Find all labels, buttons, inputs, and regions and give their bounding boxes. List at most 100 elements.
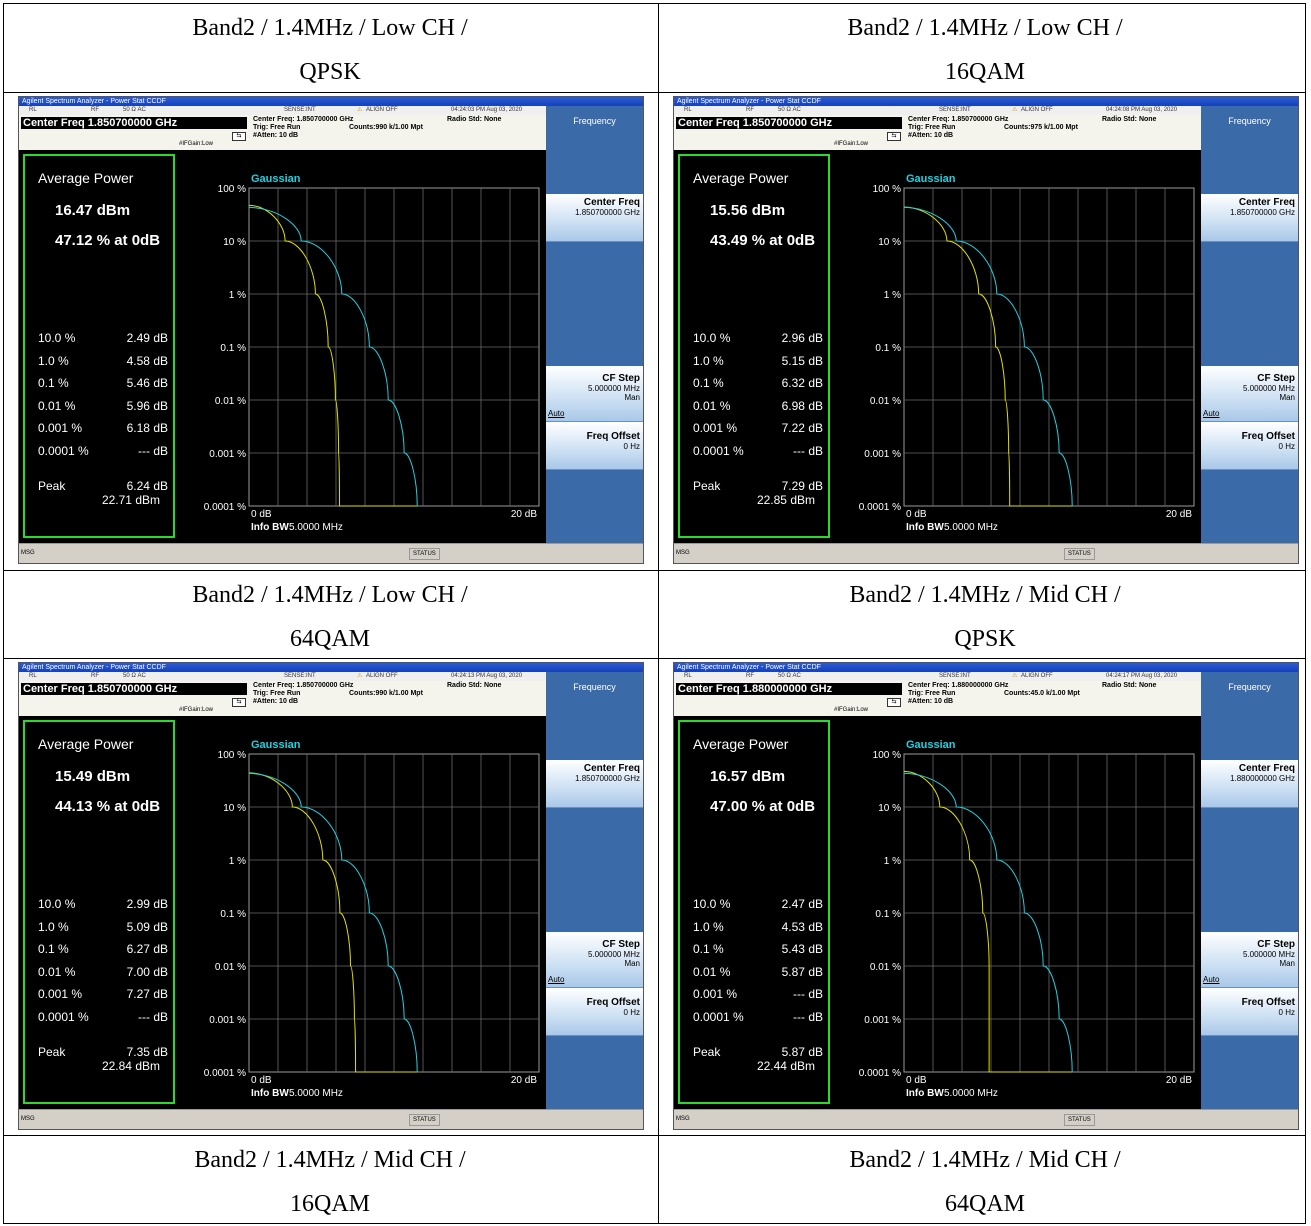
attenuation-info: #Atten: 10 dB — [908, 698, 954, 705]
warning-icon: ⚠ — [357, 107, 363, 113]
center-freq-softkey[interactable]: Center Freq 1.850700000 GHz — [546, 194, 643, 242]
softkey-menu-title: Frequency — [546, 672, 643, 760]
softkey-menu-label: Frequency — [573, 116, 616, 126]
caption-line-1: Band2 / 1.4MHz / Low CH / — [192, 582, 468, 608]
status-timestamp: 04:24:03 PM Aug 03, 2020 — [451, 107, 523, 113]
spectrum-analyzer-screen: Agilent Spectrum Analyzer - Power Stat C… — [673, 96, 1299, 564]
results-box: Average Power 16.57 dBm 47.00 % at 0dB 10.0… — [678, 720, 830, 1104]
peak-db: 5.87 dB — [781, 1045, 823, 1059]
softkey-value: 5.000000 MHz — [1242, 384, 1295, 393]
ccdf-display: Average Power 16.57 dBm 47.00 % at 0dB 10.0… — [674, 716, 1201, 1109]
stat-prob: 0.0001 % — [693, 443, 744, 458]
gaussian-legend: Gaussian — [251, 739, 301, 751]
ccdf-chart: 100 % 10 % 1 % 0.1 % 0.01 % 0.001 % 0.0001 % Ga… — [859, 173, 1195, 533]
table-divider — [4, 1135, 1305, 1136]
message-bar: MSG STATUS — [19, 1109, 643, 1129]
info-bw-value: 5.0000 MHz — [944, 1088, 998, 1099]
center-freq-info: Center Freq: 1.880000000 GHz — [908, 682, 1009, 689]
center-freq-display[interactable]: Center Freq 1.880000000 GHz — [676, 683, 902, 695]
swap-icon[interactable]: ⇆ — [887, 132, 901, 141]
stat-prob: 0.001 % — [38, 987, 83, 1001]
y-tick-label: 0.1 % — [220, 909, 246, 920]
stat-prob: 0.0001 % — [38, 1009, 89, 1024]
status-sense: SENSE:INT — [939, 673, 971, 679]
stat-value: 4.53 dB — [781, 919, 823, 934]
status-sense: SENSE:INT — [284, 107, 316, 113]
warning-icon: ⚠ — [1012, 107, 1018, 113]
gaussian-ccdf-curve — [903, 206, 1073, 507]
message-bar: MSG STATUS — [674, 543, 1298, 563]
softkey-value: 5.000000 MHz — [587, 384, 640, 393]
peak-db: 7.29 dB — [781, 479, 823, 493]
status-rf: RF — [746, 107, 754, 113]
info-bw-value: 5.0000 MHz — [944, 522, 998, 533]
status-sense: SENSE:INT — [939, 107, 971, 113]
x-start-label: 0 dB — [906, 1075, 927, 1086]
gaussian-legend: Gaussian — [906, 173, 956, 185]
stat-value: 2.96 dB — [781, 331, 823, 345]
softkey-auto[interactable]: Auto — [1203, 975, 1220, 984]
softkey-label: CF Step — [1257, 939, 1295, 950]
percent-at-0db: 44.13 % at 0dB — [55, 798, 161, 815]
center-freq-display[interactable]: Center Freq 1.850700000 GHz — [21, 683, 247, 695]
swap-icon[interactable]: ⇆ — [887, 698, 901, 707]
softkey-auto[interactable]: Auto — [548, 409, 565, 418]
status-rl: RL — [29, 673, 37, 679]
y-tick-label: 0.01 % — [215, 396, 246, 407]
center-freq-softkey[interactable]: Center Freq 1.850700000 GHz — [546, 760, 643, 808]
stat-prob: 0.01 % — [38, 398, 76, 413]
freq-offset-softkey[interactable]: Freq Offset 0 Hz — [546, 988, 643, 1036]
caption-line-2: 64QAM — [944, 1191, 1025, 1217]
status-label: STATUS — [409, 548, 440, 560]
stat-value: --- dB — [138, 443, 168, 458]
softkey-label: Freq Offset — [1241, 997, 1295, 1008]
cf-step-softkey[interactable]: CF Step 5.000000 MHz Man Auto — [546, 932, 643, 988]
ccdf-chart: 100 % 10 % 1 % 0.1 % 0.01 % 0.001 % 0.0001 % Ga… — [204, 173, 540, 533]
center-freq-display[interactable]: Center Freq 1.850700000 GHz — [676, 117, 902, 129]
cf-step-softkey[interactable]: CF Step 5.000000 MHz Man Auto — [546, 366, 643, 422]
swap-icon[interactable]: ⇆ — [232, 132, 246, 141]
peak-dbm: 22.71 dBm — [101, 493, 160, 507]
status-rf: RF — [91, 107, 99, 113]
x-end-label: 20 dB — [511, 509, 537, 520]
center-freq-softkey[interactable]: Center Freq 1.850700000 GHz — [1201, 194, 1298, 242]
softkey-label: Freq Offset — [586, 997, 640, 1008]
softkey-label: Freq Offset — [1241, 431, 1295, 442]
caption-line-2: QPSK — [299, 59, 361, 85]
cf-step-softkey[interactable]: CF Step 5.000000 MHz Man Auto — [1201, 932, 1298, 988]
center-freq-softkey[interactable]: Center Freq 1.880000000 GHz — [1201, 760, 1298, 808]
softkey-auto[interactable]: Auto — [548, 975, 565, 984]
cell-caption: Band2 / 1.4MHz / Mid CH / 16QAM — [3, 1135, 657, 1223]
cf-step-softkey[interactable]: CF Step 5.000000 MHz Man Auto — [1201, 366, 1298, 422]
trigger-info: Trig: Free Run — [253, 124, 301, 131]
stat-prob: 1.0 % — [38, 919, 69, 934]
message-bar: MSG STATUS — [674, 1109, 1298, 1129]
freq-offset-softkey[interactable]: Freq Offset 0 Hz — [1201, 988, 1298, 1036]
softkey-auto[interactable]: Auto — [1203, 409, 1220, 418]
stat-prob: 10.0 % — [693, 331, 731, 345]
y-tick-label: 0.001 % — [864, 1015, 901, 1026]
center-freq-info: Center Freq: 1.850700000 GHz — [253, 116, 354, 123]
stat-prob: 0.01 % — [693, 964, 731, 979]
swap-icon[interactable]: ⇆ — [232, 698, 246, 707]
softkey-value: 0 Hz — [1278, 1008, 1295, 1017]
freq-offset-softkey[interactable]: Freq Offset 0 Hz — [546, 422, 643, 470]
stat-prob: 0.01 % — [693, 398, 731, 413]
average-power-value: 15.56 dBm — [710, 202, 786, 219]
window-title: Agilent Spectrum Analyzer - Power Stat C… — [674, 663, 1298, 672]
stat-value: --- dB — [138, 1009, 168, 1024]
window-title: Agilent Spectrum Analyzer - Power Stat C… — [19, 663, 643, 672]
softkey-blank — [546, 470, 643, 543]
status-impedance: 50 Ω AC — [123, 107, 146, 113]
peak-dbm: 22.85 dBm — [756, 493, 815, 507]
percent-at-0db: 47.12 % at 0dB — [55, 232, 161, 249]
stat-value: 7.27 dB — [126, 987, 168, 1001]
attenuation-info: #Atten: 10 dB — [908, 132, 954, 139]
measured-ccdf-curve — [903, 770, 1073, 1073]
softkey-label: Center Freq — [1238, 763, 1295, 774]
center-freq-display[interactable]: Center Freq 1.850700000 GHz — [21, 117, 247, 129]
msg-label: MSG — [676, 1116, 690, 1122]
freq-offset-softkey[interactable]: Freq Offset 0 Hz — [1201, 422, 1298, 470]
y-tick-label: 1 % — [884, 290, 901, 301]
ifgain-info: #IFGain:Low — [179, 707, 214, 713]
